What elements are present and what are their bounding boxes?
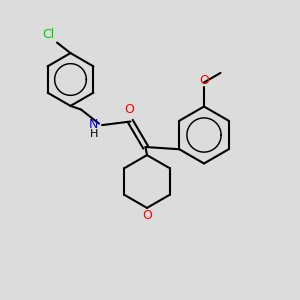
Text: H: H bbox=[90, 128, 98, 139]
Text: O: O bbox=[124, 103, 134, 116]
Text: O: O bbox=[142, 209, 152, 222]
Text: Cl: Cl bbox=[43, 28, 55, 40]
Text: N: N bbox=[89, 118, 98, 131]
Text: O: O bbox=[199, 74, 209, 87]
